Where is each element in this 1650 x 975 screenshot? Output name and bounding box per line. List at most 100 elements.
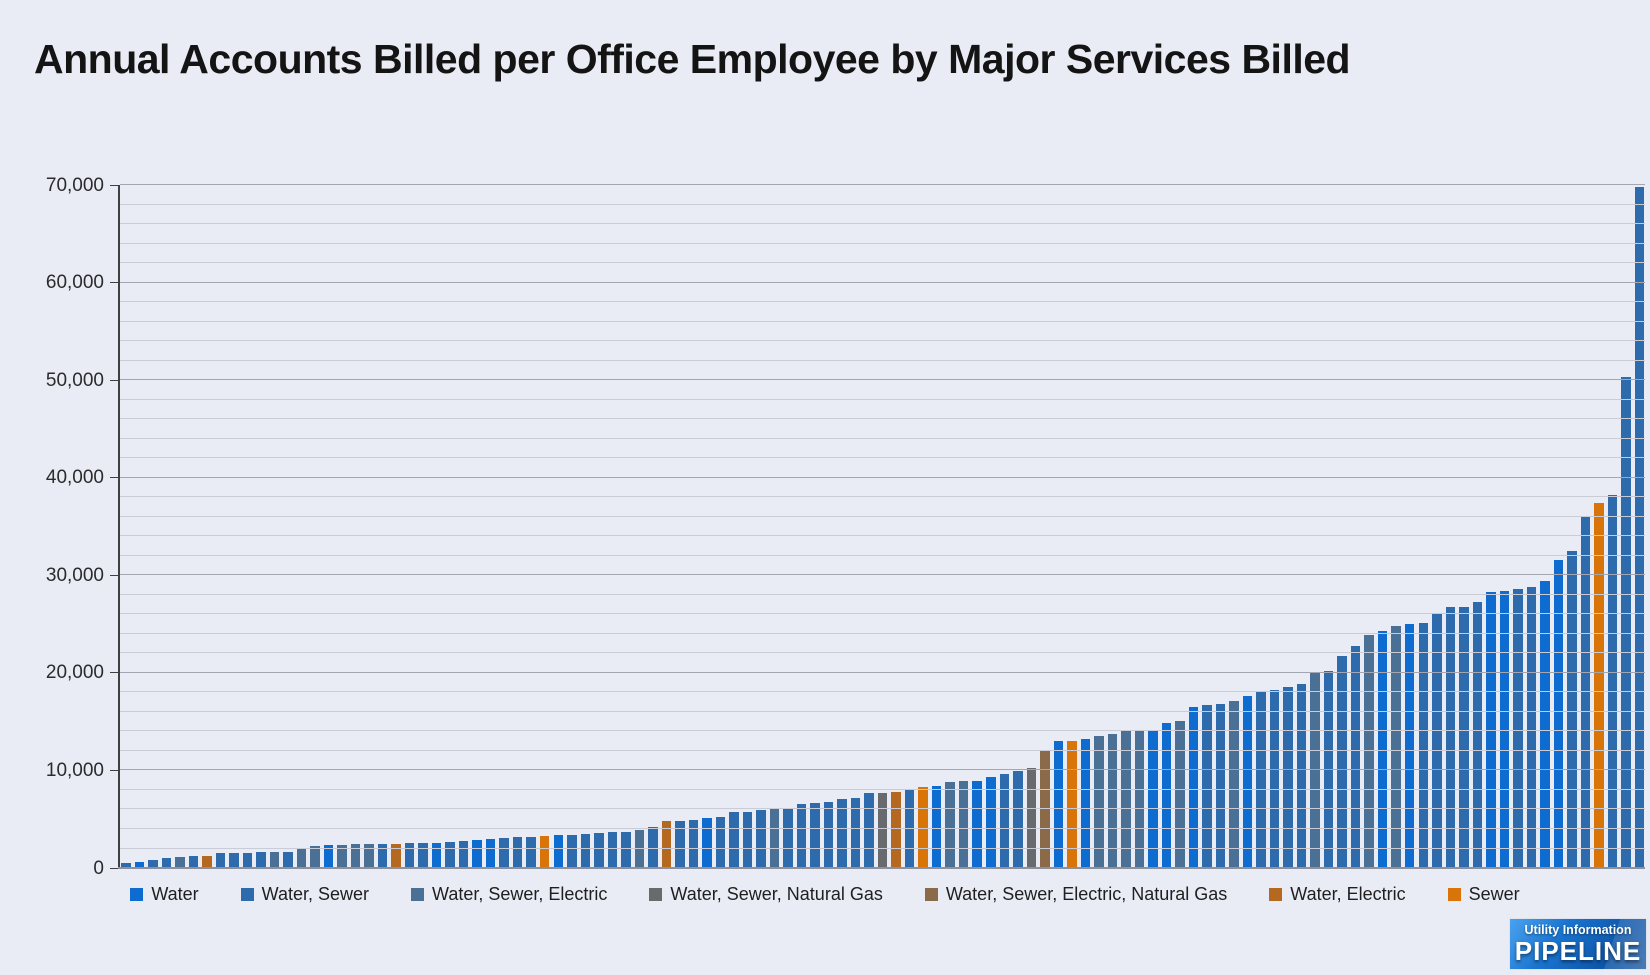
bar <box>553 835 563 868</box>
bar <box>945 781 955 868</box>
gridline <box>120 418 1645 420</box>
bar <box>1432 613 1442 868</box>
legend-item: Water, Electric <box>1269 884 1406 905</box>
bar <box>1026 768 1037 868</box>
legend-item: Water, Sewer, Electric <box>411 884 607 905</box>
gridline <box>120 340 1645 342</box>
legend-label: Water <box>151 884 199 904</box>
bar <box>296 847 307 868</box>
bar <box>269 852 280 868</box>
gridline <box>120 320 1645 322</box>
y-axis-label: 50,000 <box>45 369 104 391</box>
legend-label: Water, Sewer, Electric, Natural Gas <box>945 884 1228 904</box>
y-axis-label: 10,000 <box>45 759 104 781</box>
bar <box>958 780 969 868</box>
bar <box>256 852 266 868</box>
bar <box>121 862 131 868</box>
bar <box>1540 581 1550 868</box>
y-axis-label: 0 <box>93 857 104 879</box>
gridline <box>120 769 1645 771</box>
bar <box>1080 738 1091 868</box>
gridline <box>120 574 1645 576</box>
legend-label: Water, Sewer, Natural Gas <box>670 884 883 904</box>
gridline <box>120 281 1645 283</box>
bar <box>783 808 793 868</box>
bar <box>323 845 334 868</box>
legend: Water Water, Sewer Water, Sewer, Electric W… <box>0 884 1650 905</box>
bar <box>1067 740 1077 868</box>
gridline <box>120 496 1645 498</box>
bar <box>972 780 982 868</box>
bar <box>283 851 293 868</box>
legend-label: Water, Sewer <box>261 884 370 904</box>
legend-item: Water, Sewer, Natural Gas <box>649 884 883 905</box>
bar <box>431 842 442 868</box>
gridline <box>120 184 1645 185</box>
y-axis-tick <box>110 769 118 771</box>
gridline <box>120 730 1645 732</box>
bar <box>1459 606 1469 868</box>
bar <box>1499 590 1510 868</box>
bar <box>715 816 726 868</box>
gridline <box>120 847 1645 849</box>
legend-swatch <box>130 888 144 901</box>
bar <box>485 838 496 868</box>
bar <box>1269 690 1280 868</box>
legend-label: Water, Electric <box>1290 884 1406 904</box>
bar <box>1134 730 1145 868</box>
bar <box>1296 683 1307 868</box>
bar <box>986 777 996 868</box>
bar <box>472 840 482 868</box>
bar <box>1283 686 1293 868</box>
utility-information-pipeline-logo: Utility Information PIPELINE <box>1509 918 1647 970</box>
bar <box>877 792 888 868</box>
gridline <box>120 671 1645 673</box>
y-axis-tick <box>110 282 118 284</box>
gridline <box>120 301 1645 303</box>
bar <box>1094 736 1104 868</box>
gridline <box>120 554 1645 556</box>
bar <box>1350 645 1361 868</box>
y-axis-tick <box>110 184 118 186</box>
bar <box>1215 704 1226 868</box>
y-axis-tick <box>110 867 118 869</box>
bar <box>1445 606 1456 868</box>
bar <box>729 812 739 868</box>
legend-item: Water, Sewer <box>240 884 370 905</box>
gridline <box>120 203 1645 205</box>
x-axis-line <box>118 867 1645 869</box>
gridline <box>120 827 1645 829</box>
bar <box>1567 550 1577 868</box>
bar <box>526 836 536 868</box>
bar <box>918 786 928 868</box>
bars-container <box>121 185 1645 868</box>
gridline <box>120 749 1645 751</box>
legend-swatch <box>924 888 938 901</box>
y-axis-label: 70,000 <box>45 174 104 196</box>
gridline <box>120 535 1645 537</box>
bar <box>242 852 253 868</box>
bar <box>796 804 807 868</box>
chart-title: Annual Accounts Billed per Office Employ… <box>34 36 1351 82</box>
bar <box>742 811 753 868</box>
bar <box>539 835 550 868</box>
bar <box>1634 186 1645 868</box>
bar <box>634 830 645 868</box>
bar <box>391 843 401 868</box>
legend-swatch <box>240 888 254 901</box>
bar <box>1202 705 1212 868</box>
logo-line2: PIPELINE <box>1514 936 1642 966</box>
y-axis-tick <box>110 477 118 479</box>
bar <box>891 791 901 868</box>
bar <box>202 855 212 868</box>
bar <box>1337 656 1347 868</box>
bar <box>350 844 361 868</box>
bar <box>850 797 861 868</box>
bar <box>1242 695 1253 868</box>
bar <box>175 856 185 868</box>
gridline <box>120 359 1645 361</box>
bar <box>445 841 455 868</box>
gridline <box>120 223 1645 225</box>
bar <box>1472 601 1483 868</box>
bar <box>594 833 604 868</box>
